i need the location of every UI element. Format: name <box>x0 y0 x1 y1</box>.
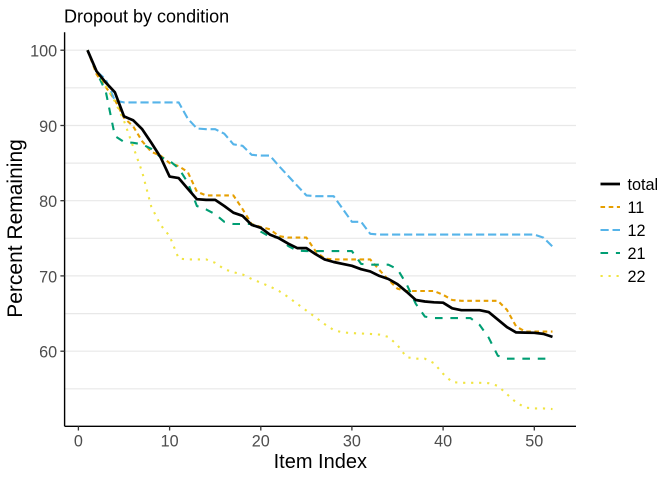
svg-text:12: 12 <box>628 222 646 240</box>
svg-text:11: 11 <box>628 199 645 217</box>
svg-text:Percent Remaining: Percent Remaining <box>4 139 27 318</box>
svg-text:21: 21 <box>628 245 646 263</box>
svg-text:Dropout by condition: Dropout by condition <box>64 6 229 26</box>
svg-text:0: 0 <box>74 432 83 450</box>
svg-text:10: 10 <box>161 432 179 450</box>
svg-text:20: 20 <box>252 432 270 450</box>
svg-text:90: 90 <box>39 118 57 136</box>
svg-text:total: total <box>628 176 659 194</box>
svg-text:50: 50 <box>525 432 543 450</box>
svg-text:80: 80 <box>39 193 57 211</box>
svg-text:Item Index: Item Index <box>274 451 367 473</box>
svg-text:100: 100 <box>30 43 57 61</box>
svg-text:22: 22 <box>628 268 646 286</box>
svg-text:60: 60 <box>39 344 57 362</box>
svg-text:30: 30 <box>343 432 361 450</box>
svg-text:70: 70 <box>39 268 57 286</box>
svg-text:40: 40 <box>434 432 452 450</box>
